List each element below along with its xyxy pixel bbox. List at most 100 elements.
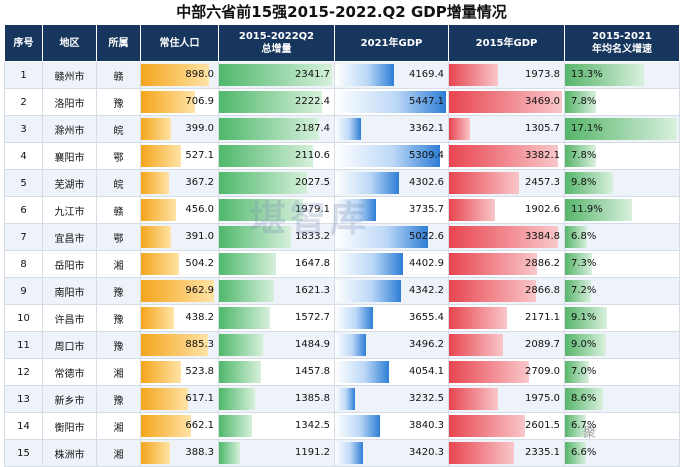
gdp2021-bar [335, 388, 356, 410]
cell-population: 523.8 [140, 358, 219, 386]
cell-growth: 9.1% [564, 304, 680, 332]
cell-growth: 9.8% [564, 169, 680, 197]
population-bar [141, 226, 171, 248]
cell-province: 湘 [96, 412, 141, 440]
cell-gdp2015: 2089.7 [448, 331, 565, 359]
gdp2015-value: 2171.1 [525, 312, 560, 323]
cell-no: 10 [4, 304, 43, 332]
cell-growth: 7.0% [564, 358, 680, 386]
cell-growth: 17.1% [564, 115, 680, 143]
increment-bar [219, 361, 261, 383]
population-value: 617.1 [185, 393, 214, 404]
growth-value: 7.8% [571, 96, 597, 107]
cell-increment: 1979.1 [218, 196, 335, 224]
cell-province: 皖 [96, 169, 141, 197]
cell-gdp2021: 4054.1 [334, 358, 449, 386]
population-value: 885.3 [185, 339, 214, 350]
gdp2021-bar [335, 199, 376, 221]
gdp2021-value: 3735.7 [409, 204, 444, 215]
increment-bar [219, 226, 291, 248]
population-value: 527.1 [185, 150, 214, 161]
gdp2015-bar [449, 388, 499, 410]
growth-bar [565, 280, 591, 302]
gdp2015-bar [449, 145, 559, 167]
gdp2015-value: 2886.2 [525, 258, 560, 269]
growth-bar [565, 64, 644, 86]
cell-gdp2015: 1902.6 [448, 196, 565, 224]
table-row: 12 常德市湘 523.8 1457.8 4054.1 2709.0 7.0% [4, 358, 680, 386]
population-value: 391.0 [185, 231, 214, 242]
cell-population: 399.0 [140, 115, 219, 143]
gdp-table: 序号 地区 所属 常住人口 2015-2022Q2 总增量 2021年GDP 2… [4, 24, 680, 467]
gdp2021-value: 4169.4 [409, 69, 444, 80]
cell-growth: 7.8% [564, 142, 680, 170]
increment-value: 2027.5 [295, 177, 330, 188]
increment-bar [219, 388, 256, 410]
cell-population: 391.0 [140, 223, 219, 251]
cell-region: 芜湖市 [42, 169, 97, 197]
cell-population: 527.1 [140, 142, 219, 170]
cell-gdp2015: 3382.1 [448, 142, 565, 170]
population-bar [141, 199, 176, 221]
growth-value: 6.6% [571, 447, 597, 458]
increment-value: 1833.2 [295, 231, 330, 242]
gdp2015-bar [449, 64, 499, 86]
cell-province: 鄂 [96, 142, 141, 170]
table-row: 7 宜昌市鄂 391.0 1833.2 5022.6 3384.8 6.8% [4, 223, 680, 251]
increment-value: 1457.8 [295, 366, 330, 377]
cell-population: 706.9 [140, 88, 219, 116]
gdp2015-bar [449, 172, 519, 194]
gdp2021-value: 3840.3 [409, 420, 444, 431]
gdp2021-bar [335, 145, 441, 167]
cell-gdp2021: 3840.3 [334, 412, 449, 440]
cell-province: 湘 [96, 250, 141, 278]
cell-increment: 1484.9 [218, 331, 335, 359]
increment-value: 2110.6 [295, 150, 330, 161]
cell-gdp2021: 3420.3 [334, 439, 449, 467]
cell-region: 常德市 [42, 358, 97, 386]
cell-no: 13 [4, 385, 43, 413]
increment-value: 1572.7 [295, 312, 330, 323]
growth-value: 9.0% [571, 339, 597, 350]
cell-gdp2015: 2335.1 [448, 439, 565, 467]
cell-no: 11 [4, 331, 43, 359]
cell-gdp2015: 2886.2 [448, 250, 565, 278]
cell-region: 周口市 [42, 331, 97, 359]
cell-gdp2015: 1973.8 [448, 61, 565, 89]
gdp2021-value: 5022.6 [409, 231, 444, 242]
population-value: 438.2 [185, 312, 214, 323]
increment-value: 1385.8 [295, 393, 330, 404]
gdp2021-bar [335, 334, 367, 356]
gdp2021-bar [335, 91, 446, 113]
cell-increment: 1385.8 [218, 385, 335, 413]
gdp2015-bar [449, 307, 507, 329]
increment-bar [219, 172, 307, 194]
gdp2015-value: 2089.7 [525, 339, 560, 350]
table-row: 10 许昌市豫 438.2 1572.7 3655.4 2171.1 9.1% [4, 304, 680, 332]
table-row: 14 衡阳市湘 662.1 1342.5 3840.3 2601.5 6.7% [4, 412, 680, 440]
cell-province: 湘 [96, 358, 141, 386]
gdp2015-value: 2866.8 [525, 285, 560, 296]
cell-no: 8 [4, 250, 43, 278]
header-gdp2021: 2021年GDP [334, 24, 449, 62]
cell-province: 鄂 [96, 223, 141, 251]
cell-province: 豫 [96, 385, 141, 413]
cell-population: 962.9 [140, 277, 219, 305]
growth-value: 9.8% [571, 177, 597, 188]
growth-bar [565, 415, 587, 437]
population-bar [141, 361, 181, 383]
population-bar [141, 334, 209, 356]
gdp2015-bar [449, 415, 525, 437]
cell-growth: 6.7% [564, 412, 680, 440]
table-row: 11 周口市豫 885.3 1484.9 3496.2 2089.7 9.0% [4, 331, 680, 359]
cell-population: 456.0 [140, 196, 219, 224]
growth-bar [565, 307, 608, 329]
growth-bar [565, 118, 677, 140]
header-population: 常住人口 [140, 24, 219, 62]
cell-province: 皖 [96, 115, 141, 143]
cell-province: 豫 [96, 331, 141, 359]
cell-gdp2015: 2601.5 [448, 412, 565, 440]
header-no: 序号 [4, 24, 43, 62]
growth-bar [565, 199, 632, 221]
cell-region: 宜昌市 [42, 223, 97, 251]
